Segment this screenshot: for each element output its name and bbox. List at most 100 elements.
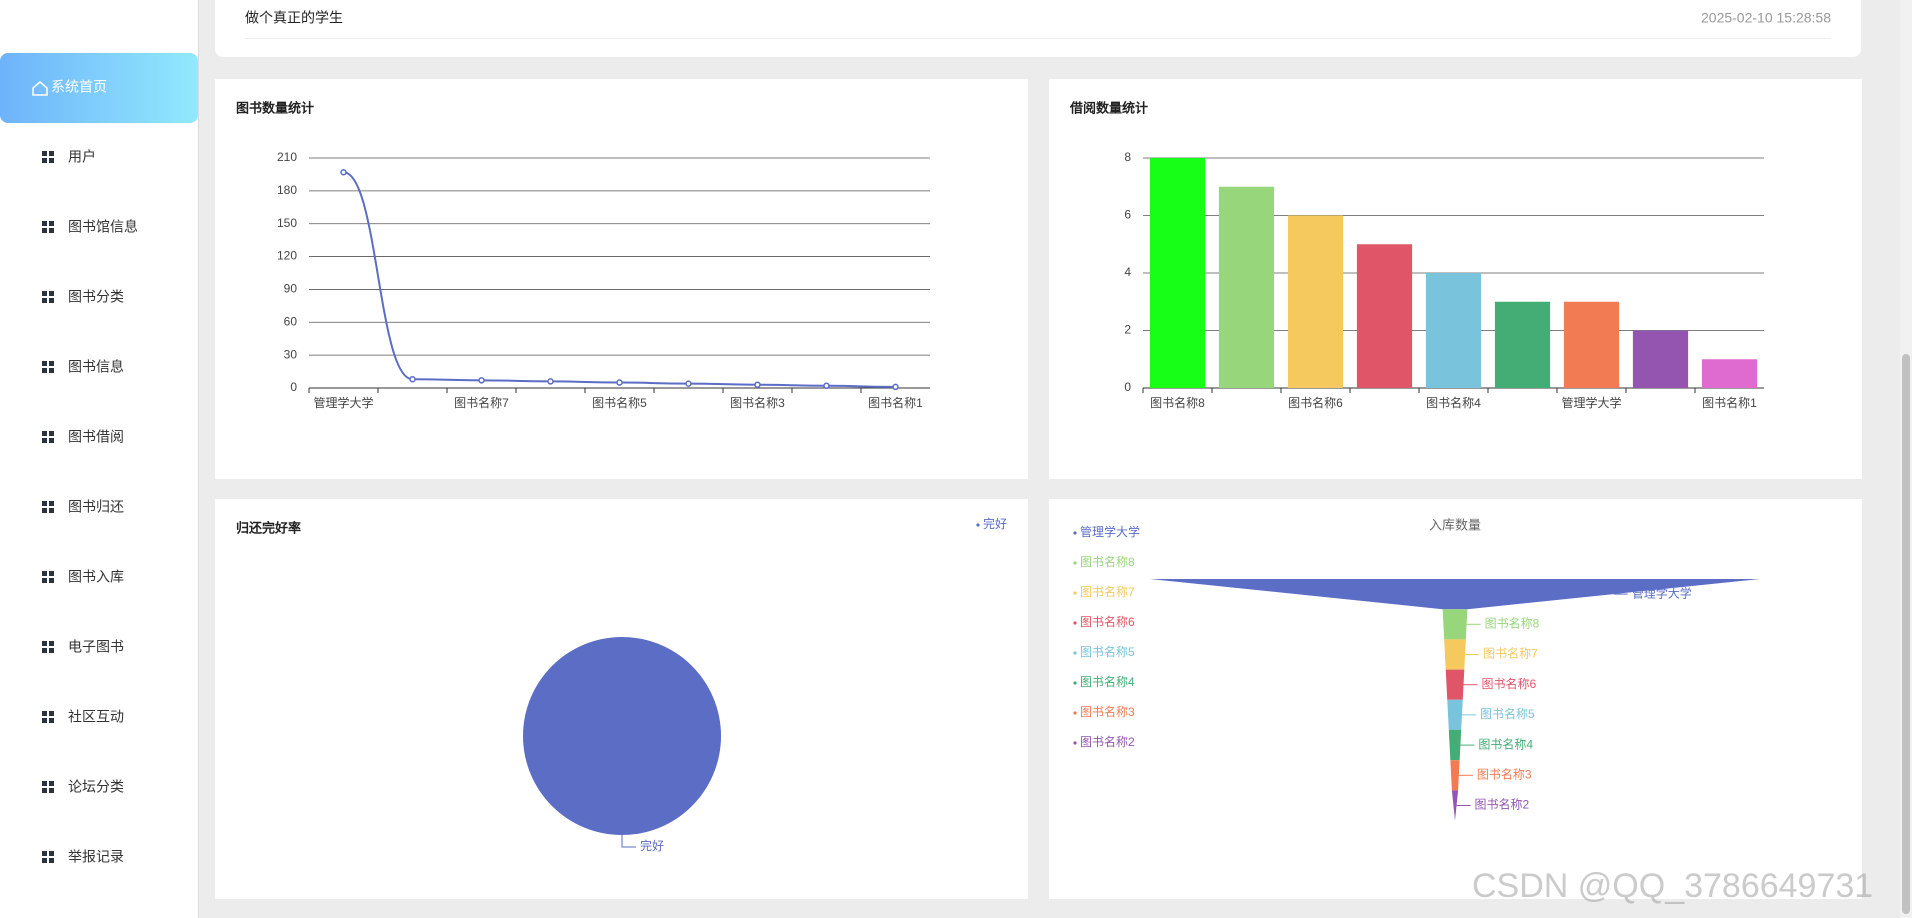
funnel-label: 图书名称2 bbox=[1475, 797, 1530, 812]
chart-title: 归还完好率 bbox=[236, 520, 301, 535]
legend-dot bbox=[976, 523, 980, 527]
nav-icon bbox=[42, 158, 47, 163]
nav-item[interactable]: 图书入库 bbox=[42, 569, 124, 585]
nav-icon bbox=[49, 648, 54, 653]
y-tick-label: 150 bbox=[277, 216, 297, 230]
chart-title: 图书数量统计 bbox=[236, 100, 314, 115]
home-icon bbox=[32, 81, 48, 96]
nav-icon bbox=[49, 368, 54, 373]
bar bbox=[1494, 301, 1551, 388]
funnel-label: 图书名称8 bbox=[1485, 615, 1540, 630]
bar bbox=[1287, 215, 1344, 388]
legend-dot bbox=[1073, 711, 1077, 715]
legend-dot bbox=[1073, 561, 1077, 565]
bar bbox=[1425, 273, 1482, 388]
point bbox=[823, 382, 830, 390]
y-tick-label: 60 bbox=[284, 314, 298, 328]
nav-icon bbox=[49, 298, 54, 303]
x-tick-label: 图书名称4 bbox=[1426, 395, 1481, 410]
nav-label: 用户 bbox=[68, 149, 96, 165]
y-tick-label: 6 bbox=[1124, 208, 1131, 222]
nav-item[interactable]: 系统首页 bbox=[0, 53, 198, 123]
bar bbox=[1563, 301, 1620, 388]
nav-label: 社区互动 bbox=[68, 709, 124, 725]
x-tick-label: 图书名称8 bbox=[1150, 395, 1205, 410]
nav-icon bbox=[49, 858, 54, 863]
bar bbox=[1218, 186, 1275, 388]
bar bbox=[1149, 158, 1206, 388]
legend-dot bbox=[1073, 531, 1077, 535]
nav-icon bbox=[42, 368, 47, 373]
legend-label[interactable]: 图书名称5 bbox=[1080, 644, 1135, 659]
legend-label[interactable]: 图书名称8 bbox=[1080, 554, 1135, 569]
y-tick-label: 120 bbox=[277, 249, 297, 263]
legend-label[interactable]: 图书名称7 bbox=[1080, 584, 1135, 599]
funnel-segment bbox=[1448, 730, 1462, 761]
legend-label[interactable]: 图书名称4 bbox=[1080, 674, 1135, 689]
nav-icon bbox=[49, 571, 54, 576]
point bbox=[685, 380, 692, 387]
y-tick-label: 0 bbox=[290, 380, 297, 394]
slice-label: 完好 bbox=[640, 838, 664, 853]
nav-icon bbox=[49, 291, 54, 296]
point bbox=[892, 383, 899, 391]
funnel-label: 图书名称6 bbox=[1482, 676, 1537, 691]
legend-dot bbox=[1073, 621, 1077, 625]
nav-icon bbox=[42, 571, 47, 576]
funnel-label: 图书名称3 bbox=[1477, 766, 1532, 781]
nav-item[interactable]: 图书借阅 bbox=[42, 429, 124, 445]
legend-label[interactable]: 图书名称2 bbox=[1080, 734, 1135, 749]
y-tick-label: 0 bbox=[1124, 380, 1131, 394]
point bbox=[754, 381, 761, 388]
funnel-segment bbox=[1444, 639, 1466, 670]
nav-label: 论坛分类 bbox=[68, 779, 124, 795]
header-card bbox=[215, 0, 1861, 57]
pie-slice bbox=[523, 637, 721, 835]
nav-label: 电子图书 bbox=[68, 639, 124, 655]
legend-label[interactable]: 管理学大学 bbox=[1080, 524, 1140, 539]
nav-icon bbox=[42, 228, 47, 233]
legend-label[interactable]: 完好 bbox=[983, 516, 1007, 531]
nav-label: 举报记录 bbox=[68, 849, 124, 865]
card-bg bbox=[215, 79, 1028, 479]
legend-dot bbox=[1073, 681, 1077, 685]
nav-item[interactable]: 举报记录 bbox=[42, 849, 124, 865]
y-tick-label: 4 bbox=[1124, 265, 1131, 279]
nav-item[interactable]: 图书信息 bbox=[42, 359, 124, 375]
legend-label[interactable]: 图书名称3 bbox=[1080, 704, 1135, 719]
nav-item[interactable]: 图书分类 bbox=[42, 289, 124, 305]
nav-icon bbox=[49, 438, 54, 443]
bar bbox=[1701, 359, 1758, 388]
chart-card: 入库数量管理学大学管理学大学图书名称8图书名称8图书名称7图书名称7图书名称6图… bbox=[1049, 499, 1862, 899]
nav-icon bbox=[49, 718, 54, 723]
nav-item[interactable]: 论坛分类 bbox=[42, 779, 124, 795]
nav-item[interactable]: 电子图书 bbox=[42, 639, 124, 655]
legend-dot bbox=[1073, 591, 1077, 595]
y-tick-label: 210 bbox=[277, 150, 297, 164]
legend-label[interactable]: 图书名称6 bbox=[1080, 614, 1135, 629]
nav-item[interactable]: 社区互动 bbox=[42, 709, 124, 725]
scrollbar-thumb[interactable] bbox=[1902, 354, 1910, 914]
funnel-label: 图书名称5 bbox=[1480, 706, 1535, 721]
nav-icon bbox=[49, 221, 54, 226]
y-tick-label: 30 bbox=[284, 347, 298, 361]
nav-label: 系统首页 bbox=[51, 79, 107, 95]
funnel-segment bbox=[1445, 669, 1465, 700]
nav-item[interactable]: 用户 bbox=[42, 149, 96, 165]
nav-item[interactable]: 图书馆信息 bbox=[42, 219, 138, 235]
funnel-segment bbox=[1447, 699, 1463, 730]
x-tick-label: 管理学大学 bbox=[313, 395, 373, 410]
nav-icon bbox=[49, 228, 54, 233]
legend-dot bbox=[1073, 741, 1077, 745]
y-tick-label: 180 bbox=[277, 183, 297, 197]
bar bbox=[1632, 330, 1689, 388]
nav-icon bbox=[49, 508, 54, 513]
nav-item[interactable]: 图书归还 bbox=[42, 499, 124, 515]
nav-icon bbox=[42, 641, 47, 646]
x-tick-label: 图书名称6 bbox=[1288, 395, 1343, 410]
nav-icon bbox=[42, 221, 47, 226]
nav-icon bbox=[42, 858, 47, 863]
nav-label: 图书借阅 bbox=[68, 429, 124, 445]
funnel-segment bbox=[1150, 579, 1760, 610]
chart-card: 借阅数量统计 0 2 4 6 8 图书名称8 图书名称6 图书名称4 管理学大学 图书名称1 bbox=[1049, 79, 1862, 479]
